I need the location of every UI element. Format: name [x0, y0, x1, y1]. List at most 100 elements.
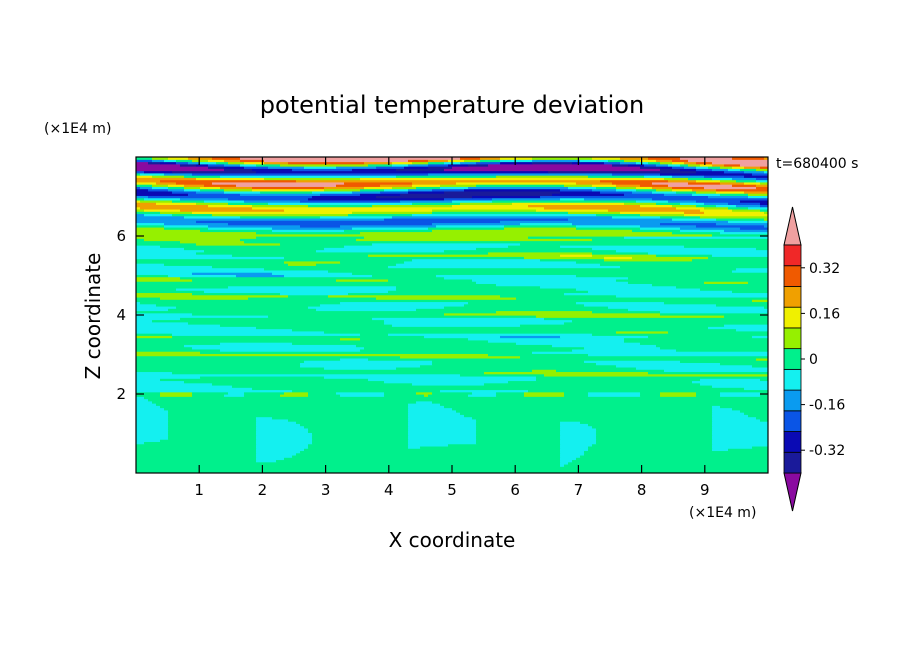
field-cell: [756, 177, 768, 181]
field-cell: [396, 175, 497, 178]
field-cell: [136, 337, 341, 341]
field-cell: [292, 168, 353, 172]
field-cell: [300, 362, 433, 366]
field-cell: [432, 188, 465, 192]
field-cell: [476, 161, 501, 165]
field-cell: [136, 364, 301, 368]
field-cell: [136, 448, 257, 452]
field-cell: [408, 159, 429, 163]
field-cell: [196, 242, 281, 246]
field-cell: [728, 220, 768, 224]
field-cell: [596, 434, 713, 438]
field-cell: [748, 414, 768, 418]
field-cell: [680, 202, 705, 205]
field-cell: [184, 184, 205, 187]
field-cell: [316, 263, 397, 266]
field-cell: [136, 190, 173, 194]
field-cell: [196, 202, 229, 205]
field-cell: [464, 188, 561, 192]
field-cell: [464, 303, 585, 307]
field-cell: [712, 432, 768, 436]
field-cell: [136, 412, 169, 415]
field-cell: [232, 254, 369, 257]
field-cell: [604, 258, 693, 262]
field-cell: [748, 206, 768, 210]
field-cell: [136, 380, 185, 384]
field-cell: [708, 195, 749, 199]
field-cell: [408, 434, 477, 438]
field-cell: [752, 335, 768, 339]
field-cell: [640, 394, 661, 397]
field-cell: [168, 432, 257, 436]
field-cell: [220, 175, 397, 178]
field-cell: [740, 163, 768, 167]
field-cell: [556, 369, 665, 373]
field-cell: [712, 441, 768, 445]
field-cell: [476, 421, 561, 424]
field-cell: [756, 168, 768, 172]
field-cell: [164, 224, 209, 228]
field-cell: [208, 159, 225, 163]
field-cell: [408, 190, 445, 194]
field-cell: [732, 166, 745, 169]
field-cell: [672, 175, 705, 178]
field-cell: [136, 213, 145, 217]
field-cell: [596, 432, 713, 436]
field-cell: [664, 369, 768, 373]
field-cell: [136, 305, 177, 309]
field-cell: [672, 186, 705, 190]
field-cell: [288, 161, 365, 165]
field-cell: [136, 348, 221, 352]
field-cell: [224, 168, 253, 172]
field-cell: [432, 211, 569, 215]
field-cell: [696, 179, 721, 183]
field-cell: [656, 188, 673, 192]
field-cell: [136, 371, 173, 375]
field-cell: [712, 445, 753, 449]
field-cell: [264, 267, 737, 271]
field-cell: [432, 208, 537, 212]
field-cell: [296, 421, 409, 424]
field-cell: [576, 287, 701, 291]
field-cell: [184, 247, 325, 251]
field-cell: [308, 394, 341, 397]
colorbar-swatch: [783, 368, 802, 391]
field-cell: [168, 412, 409, 415]
field-cell: [192, 391, 229, 395]
field-cell: [136, 242, 197, 246]
field-cell: [736, 179, 757, 183]
field-cell: [236, 274, 285, 278]
field-cell: [560, 425, 593, 429]
field-cell: [312, 441, 409, 445]
field-cell: [628, 276, 768, 280]
field-cell: [760, 166, 768, 169]
field-cell: [716, 188, 768, 192]
field-cell: [244, 166, 269, 169]
field-cell: [204, 199, 245, 203]
field-cell: [136, 387, 253, 391]
field-cell: [144, 396, 768, 400]
field-cell: [312, 190, 353, 194]
colorbar-under-triangle: [783, 472, 802, 512]
field-cell: [136, 457, 257, 461]
field-cell: [136, 360, 305, 363]
field-cell: [140, 199, 173, 203]
field-cell: [692, 193, 721, 196]
field-cell: [184, 188, 201, 192]
field-cell: [156, 202, 197, 205]
field-cell: [716, 222, 768, 226]
field-cell: [196, 220, 501, 224]
field-cell: [648, 371, 768, 375]
field-cell: [700, 215, 768, 219]
field-cell: [300, 224, 341, 228]
field-cell: [708, 166, 721, 169]
field-cell: [168, 186, 185, 190]
field-cell: [656, 159, 673, 163]
field-cell: [136, 409, 169, 413]
field-cell: [560, 188, 593, 192]
field-cell: [136, 181, 157, 185]
field-cell: [652, 283, 768, 287]
field-cell: [168, 418, 257, 422]
field-cell: [200, 186, 221, 190]
field-cell: [712, 439, 768, 442]
